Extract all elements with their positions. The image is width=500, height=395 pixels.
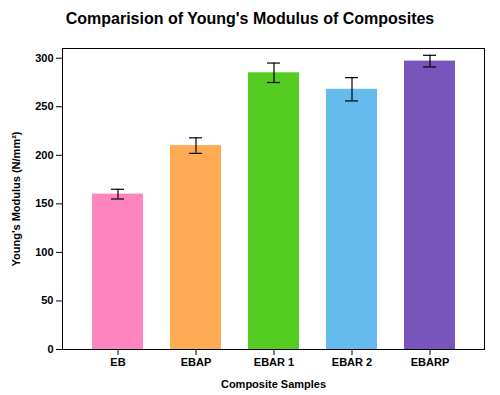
svg-text:100: 100: [35, 246, 53, 258]
svg-text:EBAP: EBAP: [181, 356, 212, 368]
svg-text:0: 0: [47, 343, 53, 355]
svg-text:50: 50: [41, 294, 53, 306]
svg-text:150: 150: [35, 197, 53, 209]
html-text:Comparision of Young's Modulus: Comparision of Young's Modulus of Compos…: [65, 10, 435, 27]
svg-text:250: 250: [35, 100, 53, 112]
svg-text:EBAR 1: EBAR 1: [254, 356, 294, 368]
svg-text:EBARP: EBARP: [411, 356, 450, 368]
svg-text:300: 300: [35, 52, 53, 64]
svg-text:EBAR 2: EBAR 2: [332, 356, 372, 368]
svg-text:200: 200: [35, 149, 53, 161]
svg-text:Young's Modulus (N/mm²): Young's Modulus (N/mm²): [10, 131, 22, 266]
svg-text:Composite Samples: Composite Samples: [221, 378, 326, 390]
svg-text:EB: EB: [110, 356, 125, 368]
